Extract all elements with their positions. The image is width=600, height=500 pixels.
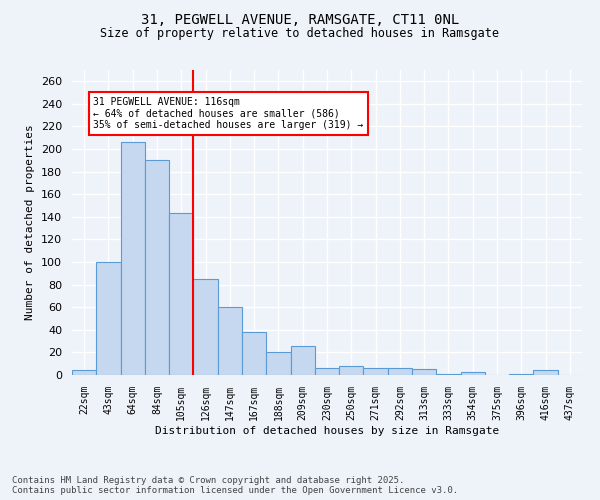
Bar (533, 370, 558, 375)
Bar (242, 332, 266, 375)
Bar (509, 374, 533, 375)
Text: Contains HM Land Registry data © Crown copyright and database right 2025.
Contai: Contains HM Land Registry data © Crown c… (12, 476, 458, 495)
Text: 31 PEGWELL AVENUE: 116sqm
← 64% of detached houses are smaller (586)
35% of semi: 31 PEGWELL AVENUE: 116sqm ← 64% of detac… (94, 97, 364, 130)
Bar (218, 307, 242, 375)
Bar (436, 374, 461, 375)
Bar (145, 160, 169, 375)
Y-axis label: Number of detached properties: Number of detached properties (25, 124, 35, 320)
Text: 31, PEGWELL AVENUE, RAMSGATE, CT11 0NL: 31, PEGWELL AVENUE, RAMSGATE, CT11 0NL (141, 12, 459, 26)
Bar (364, 368, 388, 375)
Bar (266, 352, 290, 375)
Bar (193, 279, 218, 375)
Text: Size of property relative to detached houses in Ramsgate: Size of property relative to detached ho… (101, 28, 499, 40)
Bar (121, 142, 145, 375)
Bar (388, 368, 412, 375)
Bar (461, 372, 485, 375)
Bar (96, 262, 121, 375)
Bar (169, 214, 193, 375)
Bar (412, 370, 436, 375)
Bar (339, 366, 364, 375)
Bar (72, 370, 96, 375)
Bar (315, 368, 339, 375)
Bar (290, 346, 315, 375)
X-axis label: Distribution of detached houses by size in Ramsgate: Distribution of detached houses by size … (155, 426, 499, 436)
